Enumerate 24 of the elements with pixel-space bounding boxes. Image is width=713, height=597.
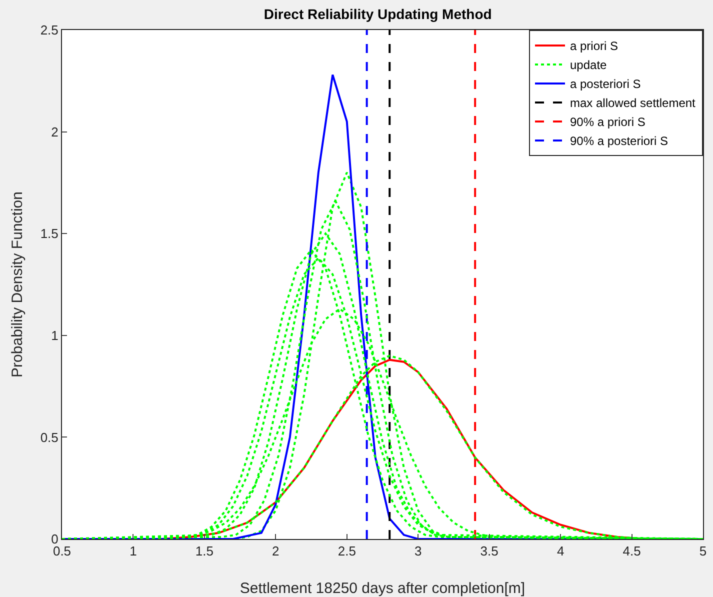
legend-label: 90% a posteriori S	[570, 134, 668, 148]
x-tick-label: 1	[130, 544, 137, 559]
chart-title: Direct Reliability Updating Method	[264, 6, 492, 22]
y-tick-label: 2.5	[40, 22, 58, 38]
x-tick-label: 2	[272, 544, 280, 559]
x-tick-label: 5	[699, 544, 707, 559]
y-axis-title: Probability Density Function	[9, 192, 26, 378]
y-tick-label: 2	[51, 124, 58, 140]
x-tick-label: 2.5	[338, 544, 356, 559]
x-tick-label: 1.5	[195, 544, 214, 559]
y-tick-label: 1	[51, 328, 58, 343]
legend-label: 90% a priori S	[570, 115, 646, 130]
x-tick-label: 3	[414, 544, 422, 559]
legend-label: a priori S	[570, 39, 618, 54]
legend-label: update	[570, 58, 608, 72]
y-tick-label: 0	[51, 532, 58, 547]
x-tick-label: 4.5	[622, 544, 641, 559]
y-tick-label: 1.5	[40, 226, 58, 242]
x-tick-label: 4	[556, 544, 564, 559]
x-axis-title: Settlement 18250 days after completion[m]	[240, 580, 526, 597]
y-tick-label: 0.5	[40, 430, 58, 445]
x-tick-label: 3.5	[480, 544, 498, 559]
legend-label: max allowed settlement	[570, 96, 696, 110]
legend-label: a posteriori S	[570, 77, 641, 92]
